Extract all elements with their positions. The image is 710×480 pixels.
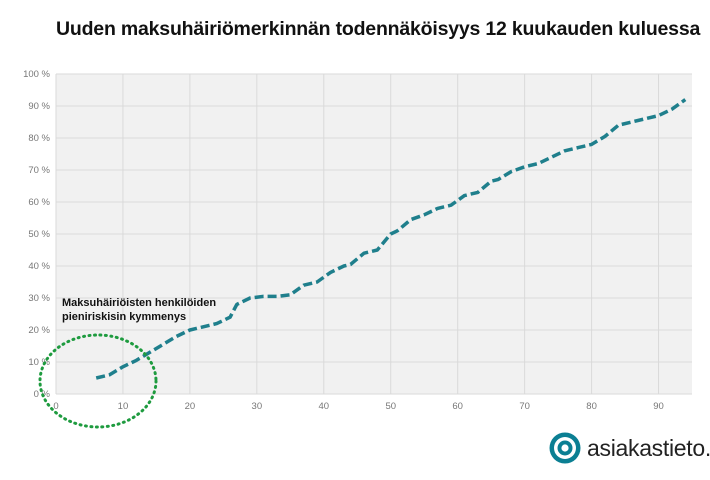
x-tick-label: 20 [185,401,196,412]
chart-title: Uuden maksuhäiriömerkinnän todennäköisyy… [56,18,701,40]
x-tick-label: 40 [319,401,330,412]
x-tick-label: 90 [653,401,664,412]
x-tick-labels: 0 10 20 30 40 50 60 70 80 90 [53,401,663,412]
y-tick-label: 70 % [28,165,50,176]
annotation-line-1: Maksuhäiriöisten henkilöiden [62,297,216,309]
annotation-line-2: pieniriskisin kymmenys [62,311,186,323]
y-tick-label: 60 % [28,197,50,208]
highlight-circle [38,333,158,429]
y-gridlines [56,73,692,395]
target-icon [549,432,581,464]
x-tick-label: 60 [452,401,463,412]
x-tick-label: 0 [53,401,58,412]
y-tick-label: 80 % [28,133,50,144]
x-tick-label: 50 [385,401,396,412]
x-tick-label: 70 [519,401,530,412]
y-tick-label: 90 % [28,101,50,112]
x-tick-label: 80 [586,401,597,412]
y-tick-label: 100 % [23,69,50,80]
x-tick-label: 30 [252,401,263,412]
y-tick-label: 40 % [28,261,50,272]
series-points [96,99,686,379]
x-tick-label: 10 [118,401,129,412]
y-tick-label: 50 % [28,229,50,240]
brand-name: asiakastieto.fi [587,434,710,461]
y-tick-label: 30 % [28,293,50,304]
y-tick-label: 10 % [28,357,50,368]
asiakastieto-logo: asiakastieto.fi [548,431,710,465]
y-tick-labels: 0 %10 %20 %30 %40 %50 %60 %70 %80 %90 %1… [23,69,50,400]
y-tick-label: 20 % [28,325,50,336]
